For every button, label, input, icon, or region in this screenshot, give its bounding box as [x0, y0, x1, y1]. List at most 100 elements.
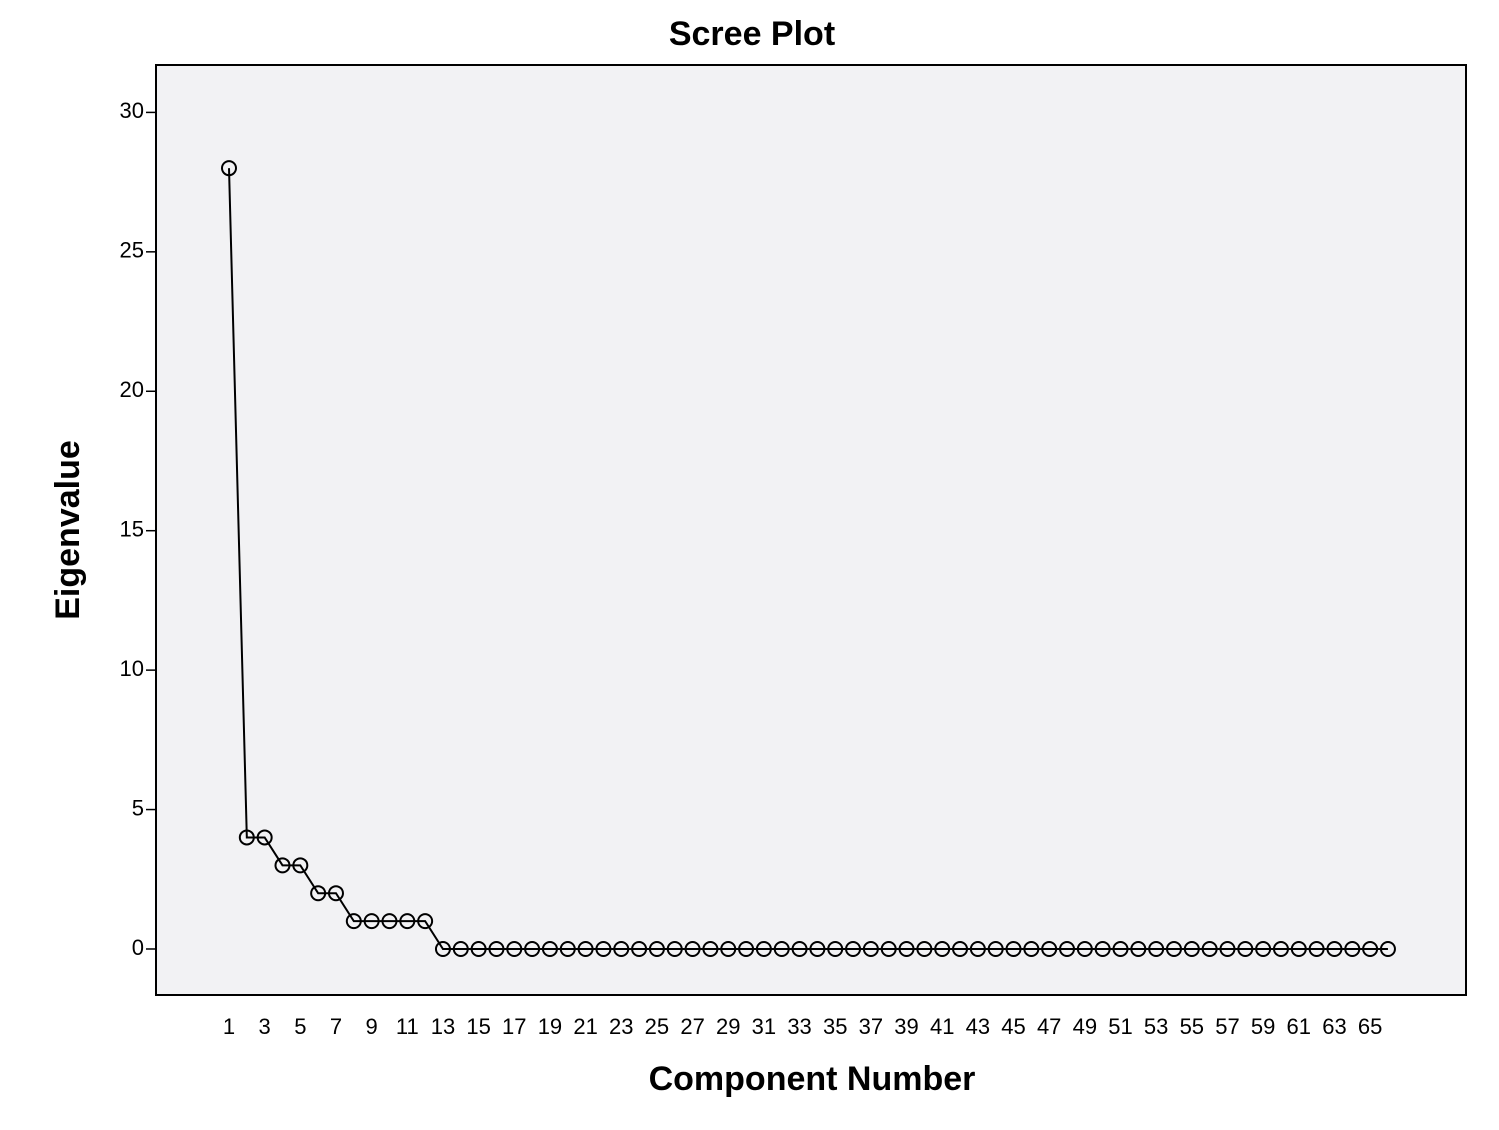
point — [969, 940, 986, 957]
point — [310, 885, 327, 902]
point — [1076, 940, 1093, 957]
x-tick-label: 17 — [502, 1014, 526, 1039]
point — [1165, 940, 1182, 957]
point — [613, 940, 630, 957]
point — [1130, 940, 1147, 957]
x-tick-label: 21 — [573, 1014, 597, 1039]
x-tick-label: 19 — [538, 1014, 562, 1039]
point — [684, 940, 701, 957]
point — [1308, 940, 1325, 957]
point — [934, 940, 951, 957]
x-tick-label: 65 — [1358, 1014, 1382, 1039]
x-tick-label: 41 — [930, 1014, 954, 1039]
x-tick-label: 55 — [1180, 1014, 1204, 1039]
y-tick-label: 15 — [120, 517, 144, 542]
point — [987, 940, 1004, 957]
point — [845, 940, 862, 957]
point — [1379, 940, 1396, 957]
point — [238, 829, 255, 846]
point — [488, 940, 505, 957]
point — [791, 940, 808, 957]
x-tick-label: 39 — [894, 1014, 918, 1039]
point — [666, 940, 683, 957]
point — [1112, 940, 1129, 957]
x-tick-label: 29 — [716, 1014, 740, 1039]
y-axis-label: Eigenvalue — [49, 440, 87, 620]
point — [1255, 940, 1272, 957]
y-tick-label: 25 — [120, 238, 144, 263]
point — [1201, 940, 1218, 957]
point — [274, 857, 291, 874]
x-tick-label: 45 — [1001, 1014, 1025, 1039]
x-tick-label: 3 — [259, 1014, 271, 1039]
point — [1059, 940, 1076, 957]
point — [327, 885, 344, 902]
point — [809, 940, 826, 957]
point — [952, 940, 969, 957]
x-tick-label: 37 — [859, 1014, 883, 1039]
x-tick-label: 63 — [1322, 1014, 1346, 1039]
x-tick-label: 25 — [645, 1014, 669, 1039]
point — [399, 913, 416, 930]
point — [470, 940, 487, 957]
point — [1237, 940, 1254, 957]
point — [1094, 940, 1111, 957]
point — [1219, 940, 1236, 957]
point — [755, 940, 772, 957]
point — [1326, 940, 1343, 957]
y-tick-label: 20 — [120, 377, 144, 402]
point — [1023, 940, 1040, 957]
point — [1041, 940, 1058, 957]
point — [1183, 940, 1200, 957]
x-tick-label: 53 — [1144, 1014, 1168, 1039]
point — [773, 940, 790, 957]
point — [452, 940, 469, 957]
x-tick-label: 43 — [966, 1014, 990, 1039]
x-tick-label: 11 — [396, 1014, 419, 1039]
chart-title: Scree Plot — [669, 15, 835, 53]
x-tick-label: 47 — [1037, 1014, 1061, 1039]
x-tick-label: 7 — [330, 1014, 342, 1039]
point — [880, 940, 897, 957]
point — [862, 940, 879, 957]
x-tick-label: 35 — [823, 1014, 847, 1039]
y-tick-label: 30 — [120, 98, 144, 123]
point — [648, 940, 665, 957]
point — [898, 940, 915, 957]
point — [256, 829, 273, 846]
x-tick-label: 13 — [431, 1014, 455, 1039]
point — [916, 940, 933, 957]
y-tick-label: 0 — [132, 935, 144, 960]
point — [524, 940, 541, 957]
point — [1344, 940, 1361, 957]
point — [720, 940, 737, 957]
x-tick-label: 49 — [1073, 1014, 1097, 1039]
plot-area — [155, 64, 1467, 996]
point — [738, 940, 755, 957]
x-tick-label: 33 — [787, 1014, 811, 1039]
x-tick-label: 57 — [1215, 1014, 1239, 1039]
x-tick-label: 9 — [366, 1014, 378, 1039]
x-tick-label: 27 — [680, 1014, 704, 1039]
point — [506, 940, 523, 957]
point — [559, 940, 576, 957]
y-tick-label: 5 — [132, 795, 144, 820]
point — [1290, 940, 1307, 957]
point — [702, 940, 719, 957]
line — [228, 168, 1388, 950]
y-tick-label: 10 — [120, 656, 144, 681]
point — [827, 940, 844, 957]
point — [1148, 940, 1165, 957]
x-axis-label: Component Number — [649, 1060, 976, 1098]
point — [541, 940, 558, 957]
x-tick-label: 51 — [1108, 1014, 1132, 1039]
point — [1272, 940, 1289, 957]
point — [345, 913, 362, 930]
x-tick-label: 23 — [609, 1014, 633, 1039]
x-tick-label: 15 — [466, 1014, 490, 1039]
point — [1362, 940, 1379, 957]
point — [1005, 940, 1022, 957]
x-tick-label: 5 — [294, 1014, 306, 1039]
